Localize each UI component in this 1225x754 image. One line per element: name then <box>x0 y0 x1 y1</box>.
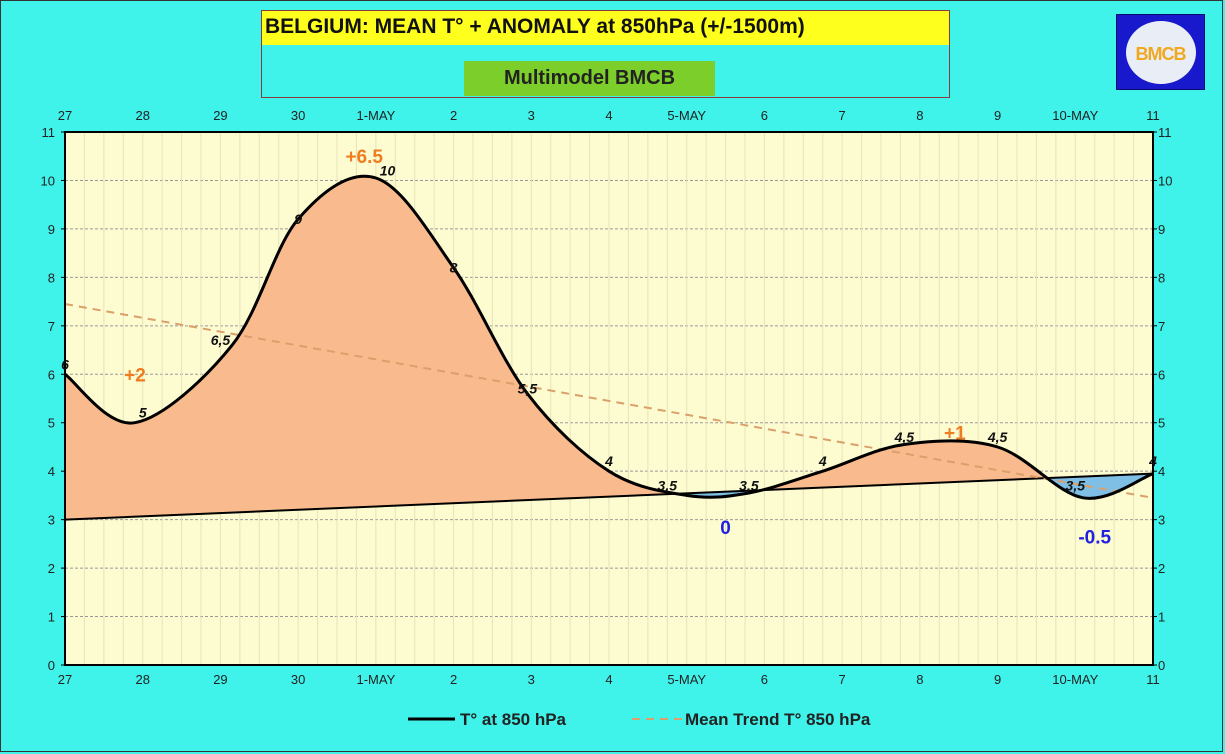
y-tick-label: 11 <box>1158 125 1172 140</box>
x-tick-label: 28 <box>135 108 149 123</box>
data-label: 4 <box>818 453 827 469</box>
data-label: 4 <box>1148 453 1157 469</box>
x-axis-bottom: 27 28 29 30 1-MAY 2 3 4 5-MAY 6 7 8 9 10-MAY 11 <box>58 672 1160 687</box>
x-tick-label: 7 <box>839 108 846 123</box>
anomaly-label: +1 <box>944 423 966 444</box>
title-band <box>262 11 949 45</box>
y-tick-label: 6 <box>1158 367 1165 382</box>
y-tick-label: 1 <box>1158 610 1165 625</box>
y-tick-label: 0 <box>48 658 55 673</box>
x-tick-label: 10-MAY <box>1052 108 1098 123</box>
data-labels: 6 5 6,5 9 10 8 5,5 4 3,5 3,5 4 4,5 4,5 3,5 4 <box>61 162 1157 493</box>
anomaly-labels: +2 +6.5 0 +1 -0.5 <box>124 147 1111 548</box>
logo-text: BMCB <box>1135 44 1187 64</box>
legend: T° at 850 hPa Mean Trend T° 850 hPa <box>408 710 871 729</box>
chart-subtitle: Multimodel BMCB <box>503 67 676 89</box>
y-axis-right: 0 1 2 3 4 5 6 7 8 9 10 11 <box>1153 125 1172 673</box>
x-axis-top: 27 28 29 30 1-MAY 2 3 4 5-MAY 6 7 8 9 10-MAY 11 <box>58 108 1160 123</box>
x-tick-label: 27 <box>58 108 72 123</box>
x-tick-label: 2 <box>450 672 457 687</box>
data-label: 4 <box>604 453 613 469</box>
x-tick-label: 6 <box>761 108 768 123</box>
baseline-line <box>65 472 1153 521</box>
data-label: 10 <box>380 162 396 178</box>
temperature-line <box>65 174 1153 500</box>
x-tick-label: 1-MAY <box>356 108 395 123</box>
y-tick-label: 8 <box>1158 270 1165 285</box>
y-tick-label: 10 <box>41 173 55 188</box>
positive-anomaly-area <box>65 176 1153 520</box>
x-tick-label: 1-MAY <box>356 672 395 687</box>
bmcb-logo: BMCB <box>1116 14 1205 90</box>
legend-trend-label: Mean Trend T° 850 hPa <box>685 710 871 729</box>
y-tick-label: 2 <box>48 561 55 576</box>
y-tick-label: 3 <box>48 513 55 528</box>
y-tick-label: 10 <box>1158 173 1172 188</box>
y-tick-label: 9 <box>48 222 55 237</box>
y-tick-label: 4 <box>48 464 55 479</box>
x-tick-label: 4 <box>605 672 612 687</box>
y-tick-label: 3 <box>1158 513 1165 528</box>
x-tick-label: 3 <box>528 672 535 687</box>
x-tick-label: 11 <box>1146 672 1160 687</box>
logo-disc <box>1126 21 1196 84</box>
x-tick-label: 10-MAY <box>1052 672 1098 687</box>
x-tick-label: 7 <box>839 672 846 687</box>
anomaly-label: +2 <box>124 365 146 386</box>
x-tick-label: 30 <box>291 108 305 123</box>
x-tick-label: 4 <box>605 108 612 123</box>
x-tick-label: 8 <box>916 672 923 687</box>
subtitle-box: Multimodel BMCB <box>464 61 715 96</box>
y-tick-label: 2 <box>1158 561 1165 576</box>
x-tick-label: 27 <box>58 672 72 687</box>
data-label: 4,5 <box>987 429 1008 445</box>
y-tick-label: 9 <box>1158 222 1165 237</box>
x-tick-label: 2 <box>450 108 457 123</box>
x-tick-label: 9 <box>994 108 1001 123</box>
y-tick-label: 11 <box>42 125 56 140</box>
y-axis-left: 0 1 2 3 4 5 6 7 8 9 10 11 <box>41 125 65 673</box>
y-tick-label: 6 <box>48 367 55 382</box>
y-tick-label: 8 <box>48 270 55 285</box>
title-box: BELGIUM: MEAN T° + ANOMALY at 850hPa (+/… <box>261 10 950 98</box>
data-label: 3,5 <box>658 477 678 493</box>
y-tick-label: 5 <box>1158 416 1165 431</box>
anomaly-label: 0 <box>720 518 731 539</box>
x-tick-label: 11 <box>1146 108 1160 123</box>
anomaly-label: +6.5 <box>345 147 383 168</box>
data-label: 9 <box>294 211 302 227</box>
x-tick-label: 6 <box>761 672 768 687</box>
data-label: 5,5 <box>518 381 538 397</box>
x-tick-label: 9 <box>994 672 1001 687</box>
x-tick-label: 29 <box>213 672 227 687</box>
x-tick-label: 30 <box>291 672 305 687</box>
y-tick-label: 0 <box>1158 658 1165 673</box>
mean-trend-line <box>65 303 1153 499</box>
legend-temperature-label: T° at 850 hPa <box>460 710 567 729</box>
x-tick-label: 8 <box>916 108 923 123</box>
data-label: 8 <box>450 259 458 275</box>
x-tick-label: 5-MAY <box>667 108 706 123</box>
data-label: 4,5 <box>894 429 915 445</box>
data-label: 6,5 <box>211 332 231 348</box>
y-tick-label: 4 <box>1158 464 1165 479</box>
y-tick-label: 7 <box>1158 319 1165 334</box>
data-label: 6 <box>61 356 69 372</box>
plot-border <box>64 131 1154 666</box>
chart-title: BELGIUM: MEAN T° + ANOMALY at 850hPa (+/… <box>265 15 805 38</box>
y-tick-label: 1 <box>48 610 55 625</box>
data-label: 3,5 <box>739 477 759 493</box>
x-tick-label: 3 <box>528 108 535 123</box>
x-tick-label: 5-MAY <box>667 672 706 687</box>
data-label: 3,5 <box>1066 477 1086 493</box>
anomaly-label: -0.5 <box>1078 528 1111 549</box>
x-tick-label: 28 <box>135 672 149 687</box>
y-tick-label: 5 <box>48 416 55 431</box>
x-tick-label: 29 <box>213 108 227 123</box>
y-tick-label: 7 <box>48 319 55 334</box>
data-label: 5 <box>139 405 147 421</box>
